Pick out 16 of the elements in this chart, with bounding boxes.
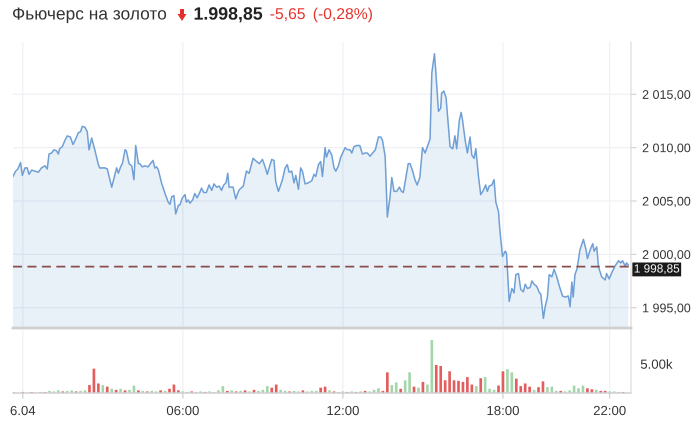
text: 1.998,85 <box>194 7 262 22</box>
text: (-0,28%) <box>314 8 372 22</box>
y-tick-label: 2 015,00 <box>642 90 690 100</box>
y-tick-label: 1 995,00 <box>643 304 690 314</box>
x-tick-label: 22:00 <box>594 406 626 416</box>
x-tick-label: 6.04 <box>10 406 36 416</box>
chart-title: Фьючерс на золото <box>13 7 166 24</box>
ref-line-label: 1 998,85 <box>634 264 680 274</box>
x-tick-label: 06:00 <box>166 406 199 416</box>
y-tick-label: 2 005,00 <box>642 196 690 208</box>
y-tick-label: 2 010,00 <box>642 143 690 154</box>
x-tick-label: 12:00 <box>327 406 359 416</box>
y-tick-label: 2 000,00 <box>642 250 690 260</box>
text: 5.00k <box>640 359 673 369</box>
text: -5,65 <box>270 8 305 22</box>
x-tick-label: 18:00 <box>487 406 519 416</box>
